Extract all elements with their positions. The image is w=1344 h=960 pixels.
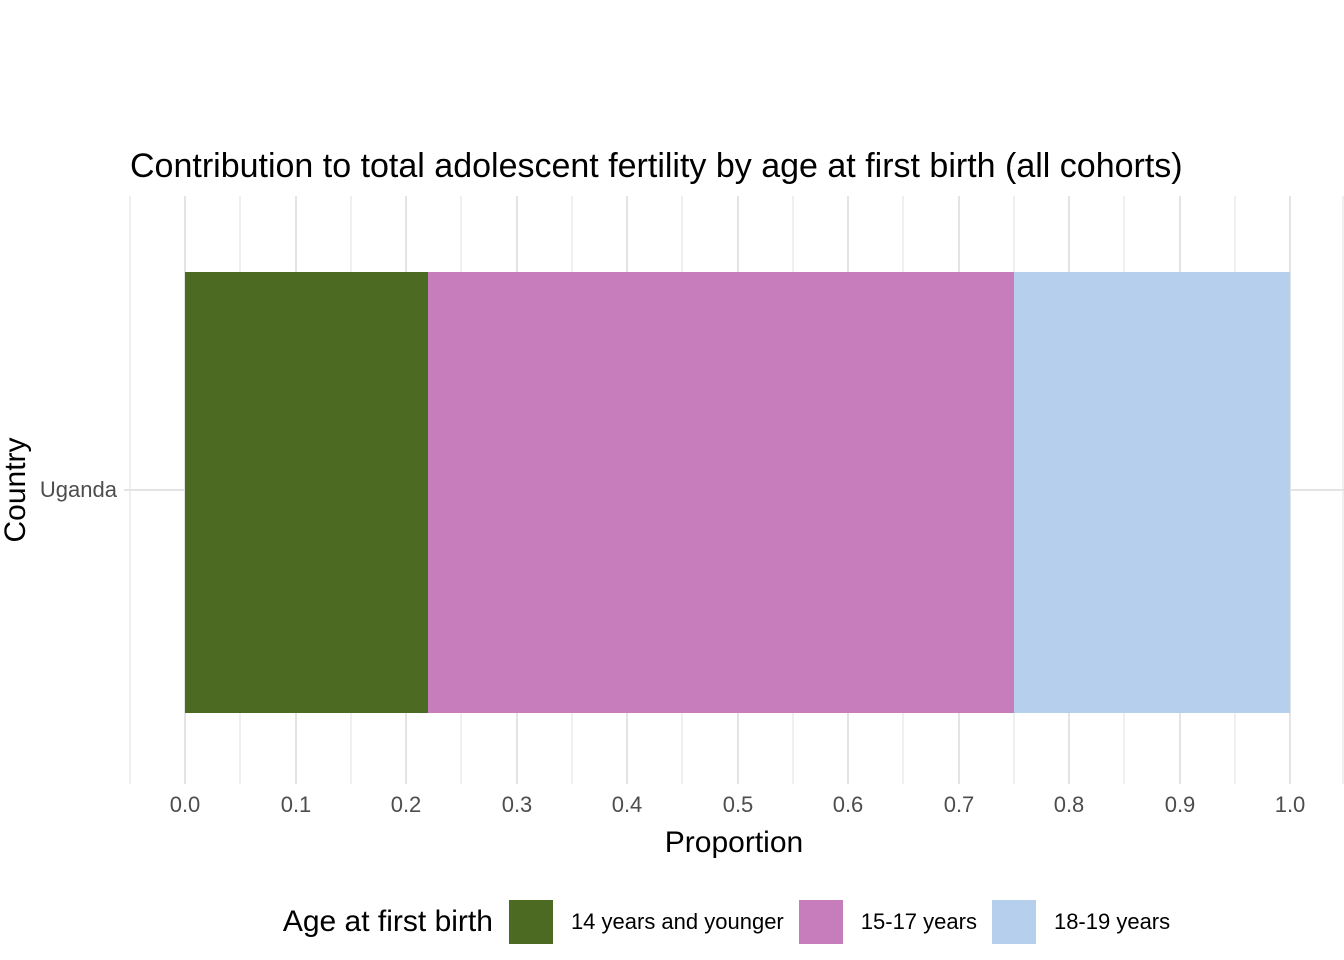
stacked-bar — [185, 272, 1290, 713]
x-tick-label-1.0: 1.0 — [1274, 792, 1306, 817]
x-tick-label-0.9: 0.9 — [1164, 792, 1196, 817]
x-tick-label-0.0: 0.0 — [169, 792, 201, 817]
x-tick-label-0.6: 0.6 — [832, 792, 864, 817]
plot-panel — [124, 196, 1344, 784]
y-tick-label-uganda: Uganda — [39, 477, 117, 502]
x-tick-label-0.1: 0.1 — [280, 792, 312, 817]
legend-label-14-years-and-younger: 14 years and younger — [570, 909, 784, 934]
bar-segment-18-19-years — [1013, 272, 1290, 713]
legend-swatch-15-17-years — [798, 900, 843, 944]
x-tick-label-0.2: 0.2 — [390, 792, 422, 817]
x-tick-label-0.4: 0.4 — [611, 792, 643, 817]
x-axis-tick-labels: 0.0 0.1 0.2 0.3 0.4 0.5 0.6 0.7 0.8 0.9 1.0 — [124, 792, 1344, 820]
legend-title: Age at first birth — [282, 905, 493, 938]
legend-label-15-17-years: 15-17 years — [860, 909, 977, 934]
x-tick-label-0.8: 0.8 — [1053, 792, 1085, 817]
x-tick-label-0.5: 0.5 — [722, 792, 754, 817]
legend-entry-15-17-years: 15-17 years — [798, 900, 992, 944]
legend-entry-14-years-and-younger: 14 years and younger — [508, 900, 799, 944]
x-axis-title: Proportion — [664, 826, 804, 859]
legend-swatch-14-years-and-younger — [508, 900, 553, 944]
legend-label-18-19-years: 18-19 years — [1053, 909, 1171, 934]
x-tick-label-0.3: 0.3 — [501, 792, 533, 817]
bar-segment-14-years-and-younger — [185, 272, 429, 713]
legend: Age at first birth 14 years and younger 1… — [124, 896, 1344, 948]
chart-title: Contribution to total adolescent fertili… — [130, 147, 1183, 185]
x-tick-label-0.7: 0.7 — [943, 792, 975, 817]
y-axis-title: Country — [0, 437, 32, 543]
bar-segment-15-17-years — [428, 272, 1014, 713]
legend-swatch-18-19-years — [991, 900, 1036, 944]
legend-entry-18-19-years: 18-19 years — [991, 900, 1185, 944]
